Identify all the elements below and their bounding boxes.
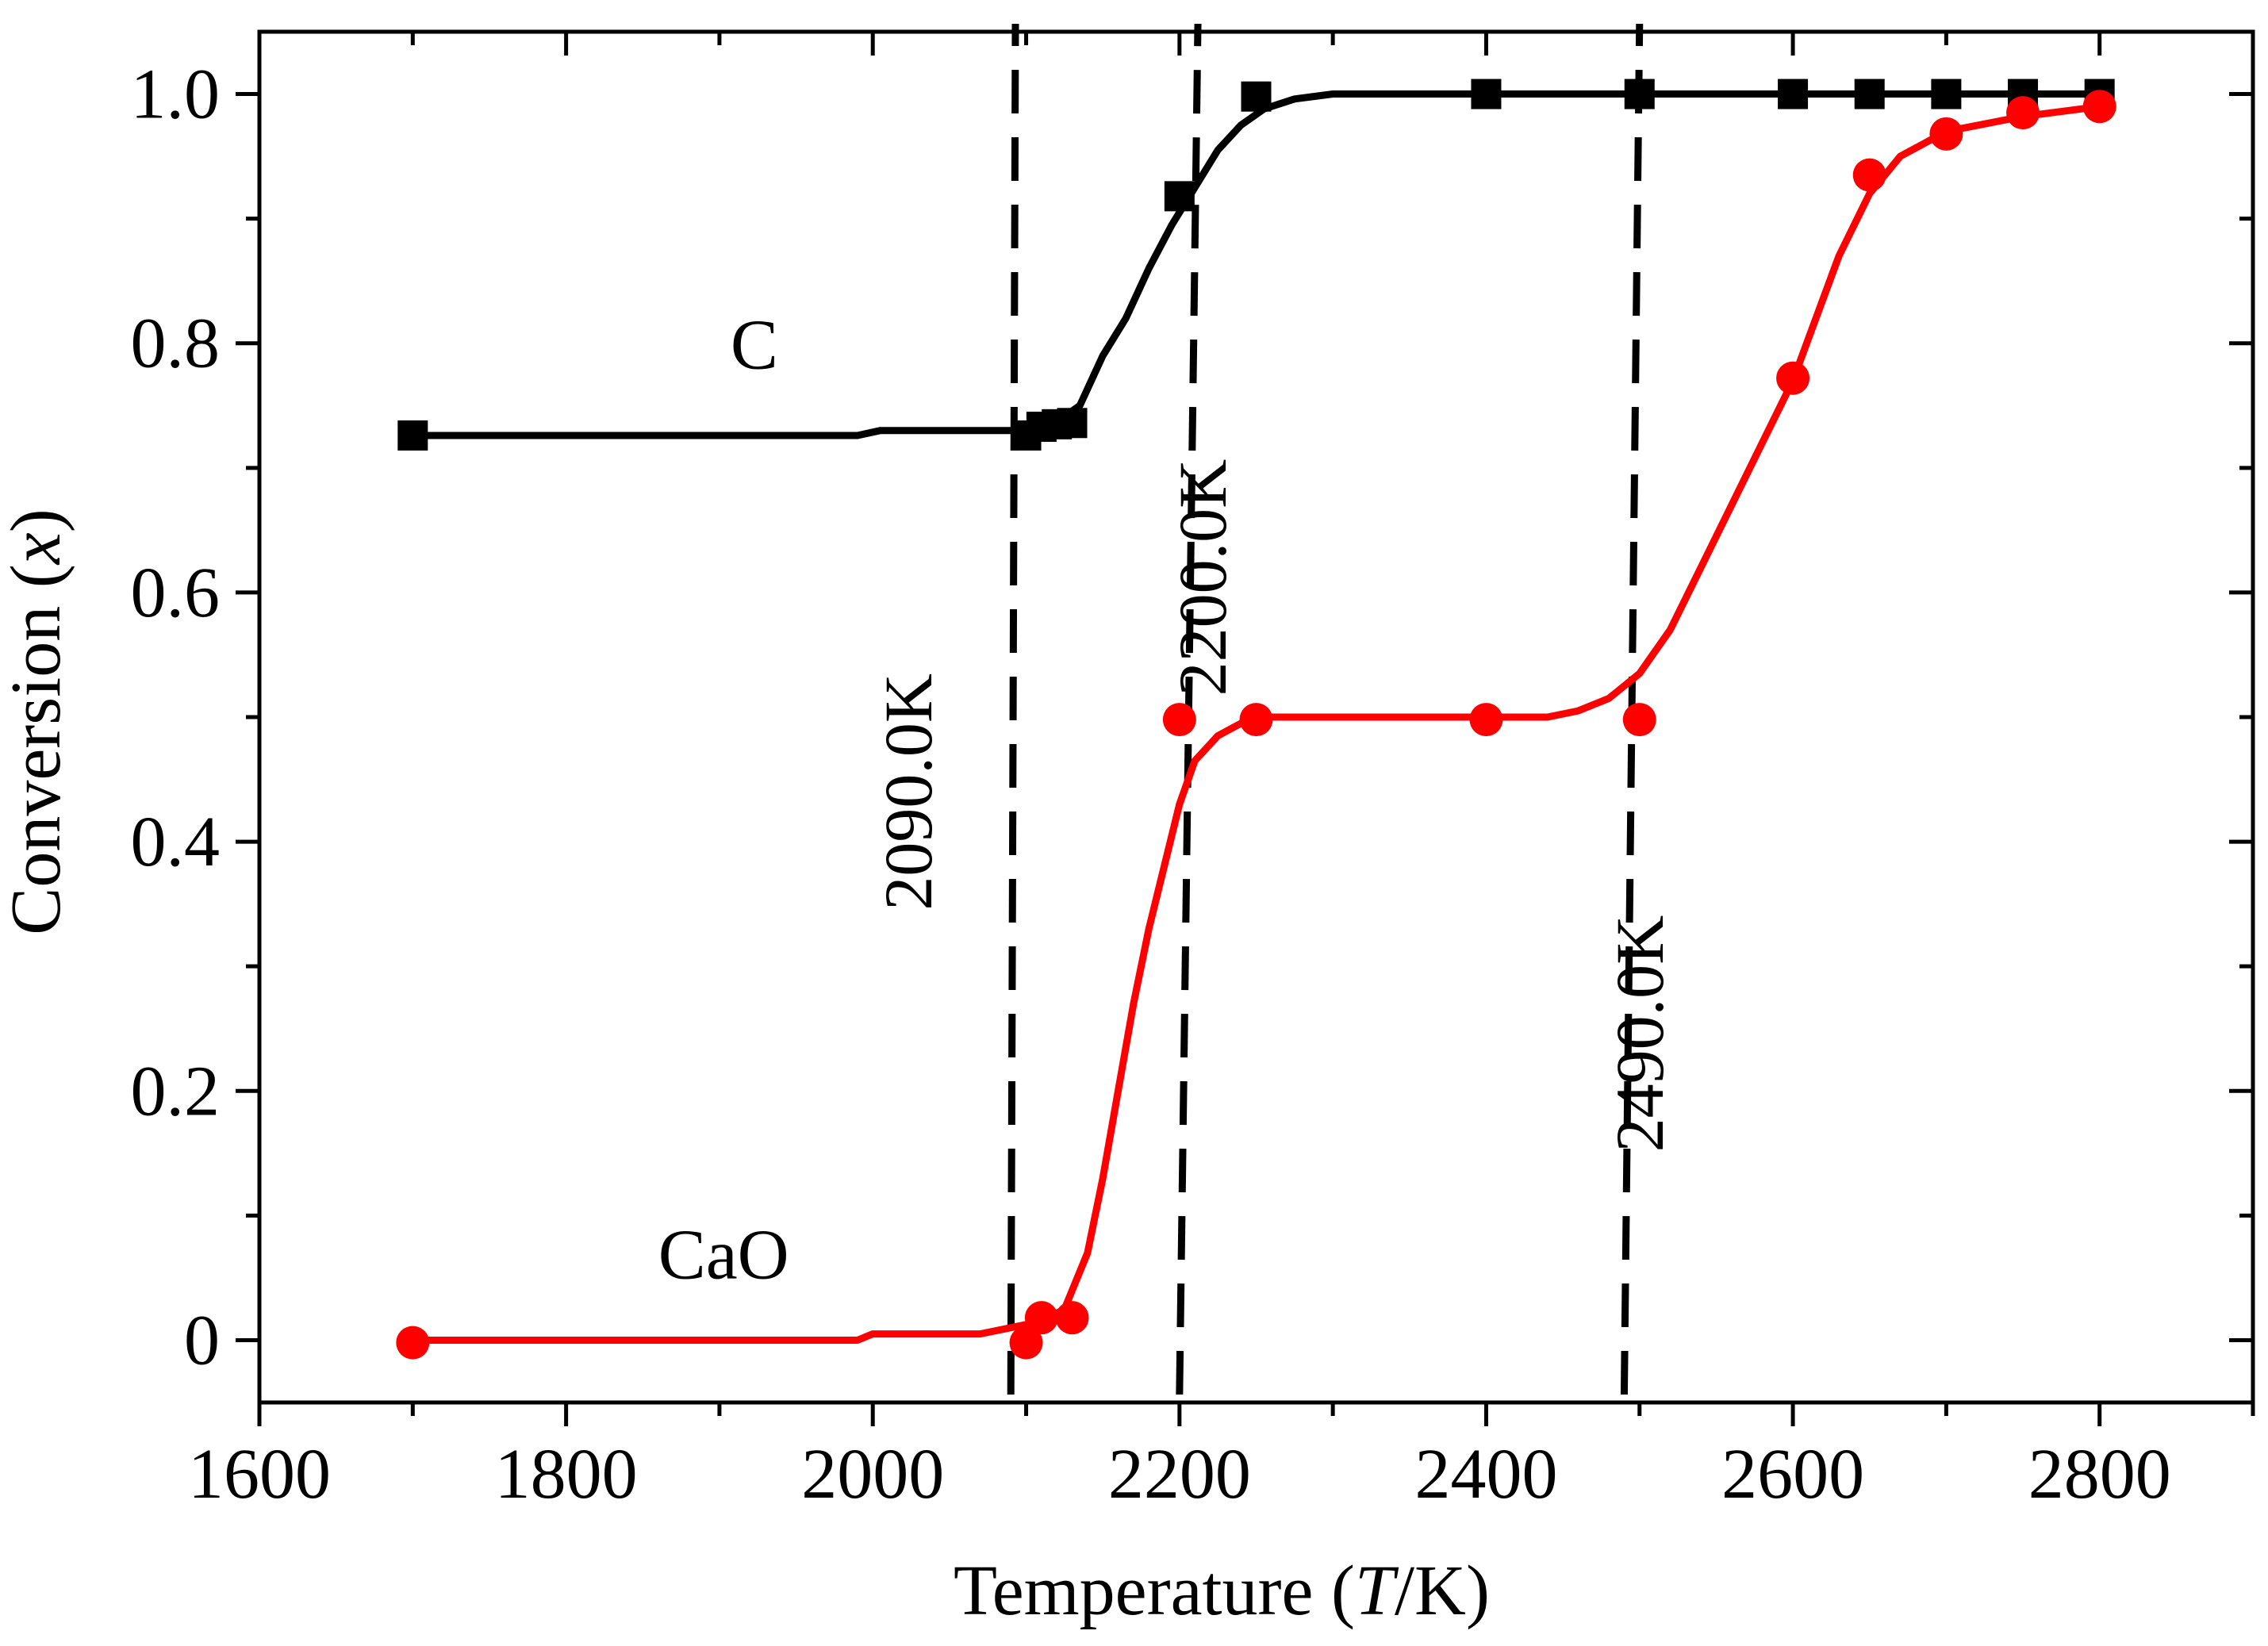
data-point-cao xyxy=(1929,117,1963,151)
data-point-cao xyxy=(1055,1301,1089,1335)
y-tick-label: 1.0 xyxy=(131,56,221,134)
data-point-cao xyxy=(2082,90,2116,124)
data-point-cao xyxy=(1162,703,1196,737)
series-annotations: C CaO xyxy=(658,306,789,1295)
x-tick-label: 2600 xyxy=(1721,1435,1864,1514)
data-point-c xyxy=(1778,79,1809,109)
data-point-c xyxy=(1854,79,1885,109)
y-tick-label: 0.2 xyxy=(131,1052,221,1130)
reference-line-label: 2490.0K xyxy=(1602,915,1678,1153)
data-point-c xyxy=(1624,79,1655,109)
y-tick-label: 0.4 xyxy=(131,803,221,881)
reference-lines xyxy=(1007,23,1644,1395)
y-tick-label: 0.8 xyxy=(131,305,221,383)
x-tick-label: 1600 xyxy=(188,1435,331,1514)
x-tick-label: 2800 xyxy=(2028,1435,2171,1514)
data-point-cao xyxy=(396,1326,430,1360)
reference-line-label: 2200.0K xyxy=(1165,459,1241,696)
reference-line-labels: 2090.0K 2200.0K 2490.0K xyxy=(870,459,1678,1153)
series-annotation: CaO xyxy=(658,1215,789,1294)
series-annotation: C xyxy=(731,306,778,385)
series-line-c xyxy=(409,90,2104,439)
y-tick-label: 0.6 xyxy=(131,554,221,632)
x-tick-label: 1800 xyxy=(495,1435,638,1514)
series-markers xyxy=(396,79,2116,1360)
data-point-cao xyxy=(2006,96,2040,130)
x-tick-label: 2200 xyxy=(1108,1435,1251,1514)
data-point-c xyxy=(1241,81,1272,112)
reference-line-label: 2090.0K xyxy=(870,673,946,911)
y-axis-ticks: 0 0.2 0.4 0.6 0.8 1.0 xyxy=(131,56,2253,1379)
data-point-cao xyxy=(1024,1301,1058,1335)
reference-dashed-line xyxy=(1007,23,1019,1395)
data-point-c xyxy=(1931,79,1962,109)
data-point-c xyxy=(1057,408,1088,439)
data-point-c xyxy=(397,420,428,451)
data-point-cao xyxy=(1852,158,1886,192)
data-point-cao xyxy=(1469,703,1503,737)
y-tick-label: 0 xyxy=(184,1301,220,1379)
data-point-cao xyxy=(1009,1326,1043,1360)
data-point-cao xyxy=(1776,361,1810,395)
x-axis-ticks: 1600 1800 2000 2200 2400 2600 2800 xyxy=(188,32,2255,1514)
x-tick-label: 2400 xyxy=(1414,1435,1557,1514)
data-point-cao xyxy=(1622,703,1656,737)
x-axis-title: Temperature (T/K) xyxy=(954,1552,1490,1630)
y-axis-title: Conversion (x) xyxy=(0,508,75,934)
data-point-c xyxy=(1164,181,1195,212)
data-point-cao xyxy=(1239,703,1273,737)
data-point-c xyxy=(1471,79,1502,109)
x-tick-label: 2000 xyxy=(801,1435,944,1514)
